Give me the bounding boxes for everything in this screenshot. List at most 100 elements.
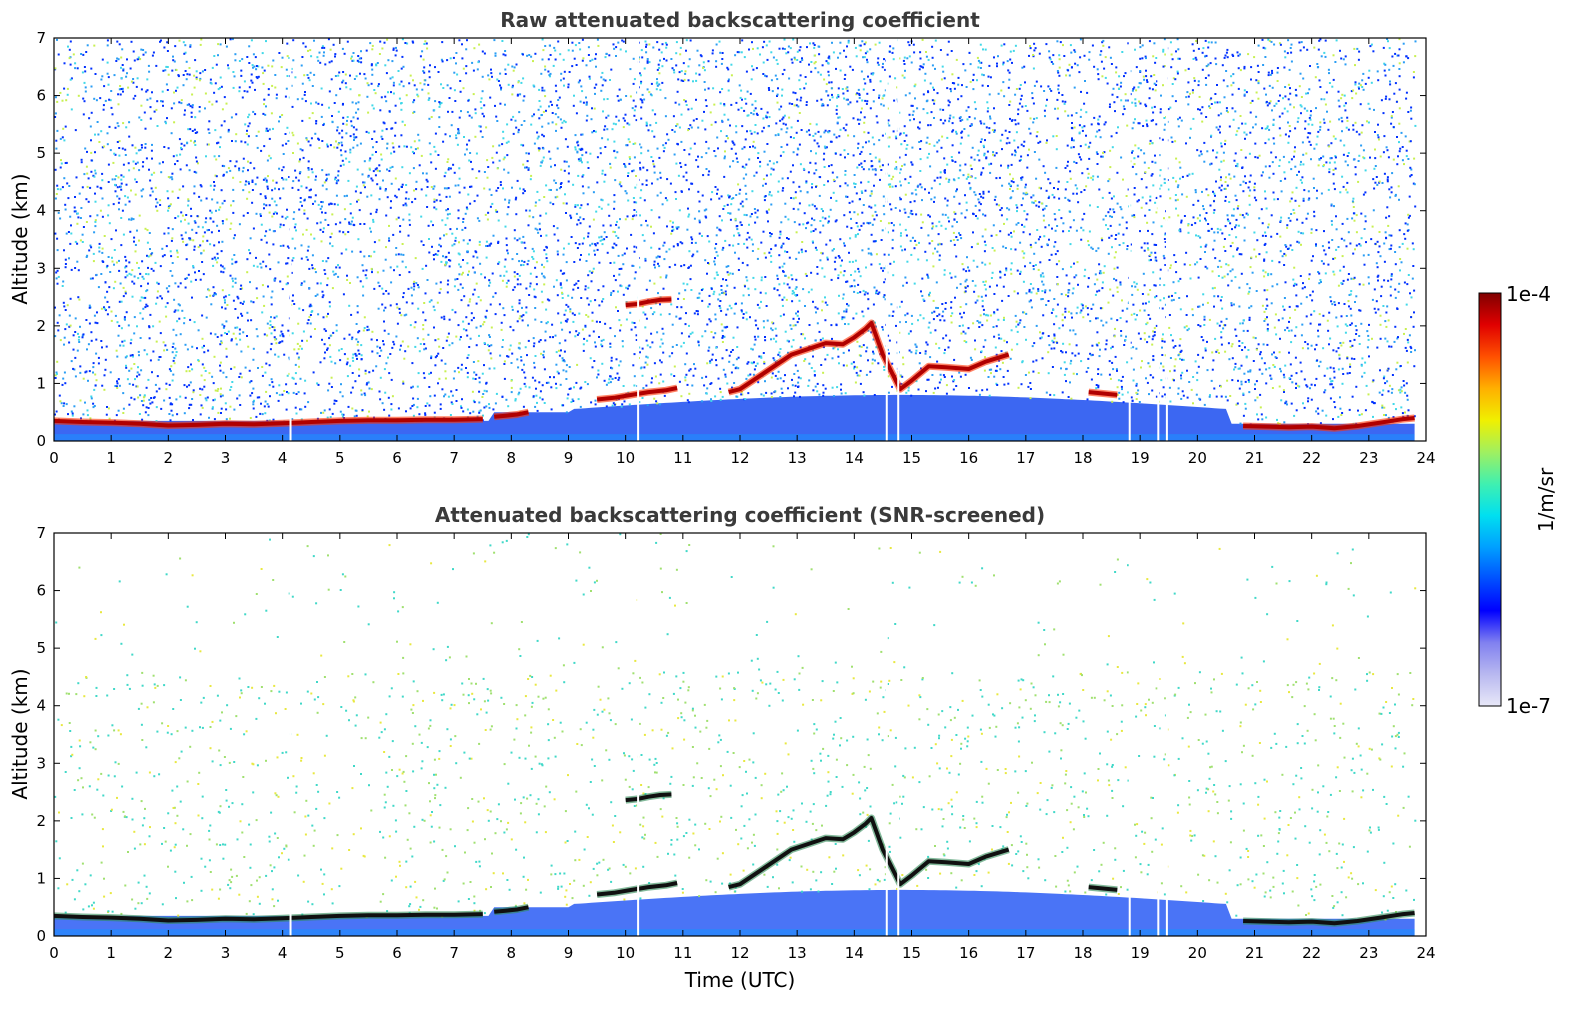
backscatter-pixel xyxy=(1385,237,1388,240)
backscatter-pixel xyxy=(285,178,288,181)
backscatter-pixel xyxy=(171,274,174,277)
backscatter-pixel xyxy=(1094,293,1097,296)
backscatter-pixel xyxy=(1101,307,1104,310)
backscatter-pixel xyxy=(1024,183,1027,186)
backscatter-pixel xyxy=(804,272,807,275)
backscatter-pixel xyxy=(813,205,816,208)
backscatter-pixel xyxy=(171,379,174,382)
backscatter-pixel xyxy=(153,171,156,174)
backscatter-pixel xyxy=(334,176,337,179)
backscatter-pixel xyxy=(911,113,914,116)
backscatter-pixel xyxy=(265,129,268,132)
backscatter-pixel xyxy=(122,286,125,289)
backscatter-pixel xyxy=(560,349,562,352)
backscatter-pixel xyxy=(1022,280,1025,283)
backscatter-pixel xyxy=(984,294,987,297)
backscatter-pixel xyxy=(413,110,416,113)
backscatter-pixel xyxy=(1264,231,1267,234)
backscatter-pixel xyxy=(382,340,384,343)
backscatter-pixel xyxy=(906,260,909,263)
backscatter-pixel xyxy=(566,145,569,148)
backscatter-pixel xyxy=(503,168,506,171)
backscatter-pixel xyxy=(715,234,718,237)
backscatter-pixel xyxy=(678,380,681,383)
backscatter-pixel xyxy=(1337,347,1340,350)
backscatter-pixel xyxy=(1202,47,1205,50)
backscatter-pixel xyxy=(1223,275,1226,278)
backscatter-pixel xyxy=(1185,251,1188,254)
backscatter-pixel xyxy=(114,280,117,283)
backscatter-pixel xyxy=(322,316,325,319)
backscatter-pixel xyxy=(888,314,891,317)
backscatter-pixel xyxy=(908,55,911,58)
backscatter-pixel xyxy=(887,231,889,234)
backscatter-pixel xyxy=(998,176,1001,179)
backscatter-pixel xyxy=(457,217,460,220)
backscatter-pixel xyxy=(1020,158,1022,161)
backscatter-pixel xyxy=(1306,136,1309,139)
backscatter-pixel xyxy=(326,348,328,351)
backscatter-pixel xyxy=(278,167,281,170)
backscatter-pixel xyxy=(735,395,738,398)
backscatter-pixel xyxy=(209,78,212,81)
backscatter-pixel xyxy=(730,197,733,200)
backscatter-pixel xyxy=(1075,344,1078,347)
backscatter-pixel xyxy=(514,399,517,402)
backscatter-pixel xyxy=(488,345,491,348)
backscatter-pixel xyxy=(726,66,729,69)
backscatter-pixel xyxy=(435,354,438,357)
backscatter-pixel xyxy=(69,324,72,327)
backscatter-pixel xyxy=(1218,324,1221,327)
backscatter-pixel xyxy=(1370,81,1373,84)
backscatter-pixel xyxy=(1260,357,1263,360)
backscatter-pixel xyxy=(675,64,678,67)
backscatter-pixel xyxy=(727,89,730,92)
backscatter-pixel xyxy=(577,398,580,401)
backscatter-pixel xyxy=(248,381,251,384)
backscatter-pixel xyxy=(845,310,848,313)
backscatter-pixel xyxy=(1351,395,1354,398)
backscatter-pixel xyxy=(118,147,121,149)
backscatter-pixel xyxy=(132,383,135,386)
backscatter-pixel xyxy=(1093,116,1096,119)
backscatter-pixel xyxy=(711,353,714,356)
backscatter-pixel xyxy=(1061,313,1064,316)
backscatter-pixel xyxy=(465,329,468,332)
backscatter-pixel xyxy=(762,320,765,323)
backscatter-pixel xyxy=(107,256,110,258)
backscatter-pixel xyxy=(826,258,829,261)
backscatter-pixel xyxy=(233,408,236,411)
backscatter-pixel xyxy=(220,189,223,192)
backscatter-pixel xyxy=(651,109,654,112)
backscatter-pixel xyxy=(723,326,726,329)
backscatter-pixel xyxy=(378,170,381,173)
backscatter-pixel xyxy=(341,159,344,162)
backscatter-pixel xyxy=(1116,266,1119,269)
backscatter-pixel xyxy=(138,214,141,217)
backscatter-pixel xyxy=(945,384,948,387)
backscatter-pixel xyxy=(858,122,861,125)
backscatter-pixel xyxy=(488,188,491,191)
backscatter-pixel xyxy=(74,210,77,213)
backscatter-pixel xyxy=(1265,298,1268,301)
backscatter-pixel xyxy=(976,320,979,322)
backscatter-pixel xyxy=(697,190,700,193)
backscatter-pixel xyxy=(1337,415,1340,418)
backscatter-pixel xyxy=(320,87,323,90)
backscatter-pixel xyxy=(1176,70,1179,73)
backscatter-pixel xyxy=(189,45,192,48)
backscatter-pixel xyxy=(656,331,659,334)
backscatter-pixel xyxy=(496,167,499,170)
backscatter-pixel xyxy=(368,387,371,390)
backscatter-pixel xyxy=(777,353,780,356)
backscatter-pixel xyxy=(522,99,525,102)
backscatter-pixel xyxy=(203,366,206,369)
backscatter-pixel xyxy=(274,74,277,76)
backscatter-pixel xyxy=(1295,186,1298,189)
backscatter-pixel xyxy=(1295,387,1297,389)
backscatter-pixel xyxy=(743,146,746,149)
backscatter-pixel xyxy=(234,281,237,284)
backscatter-pixel xyxy=(857,142,860,145)
backscatter-pixel xyxy=(734,251,736,254)
backscatter-pixel xyxy=(124,148,127,151)
